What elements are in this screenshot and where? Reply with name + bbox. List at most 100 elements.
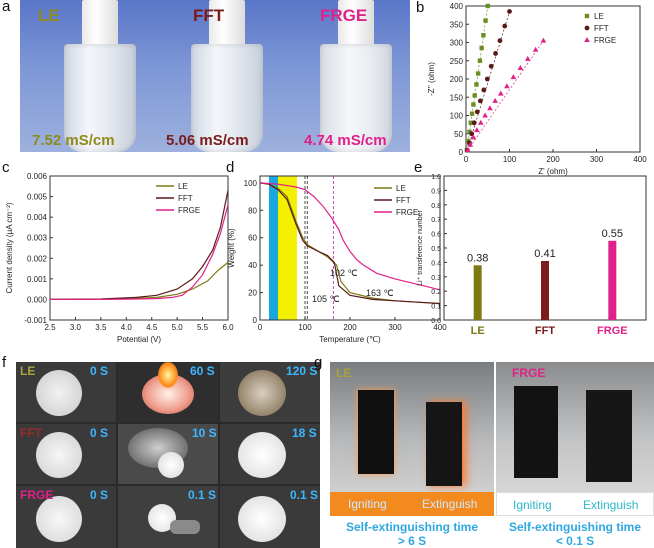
data-point [482,112,488,118]
vial-cap [82,0,118,48]
y-tick-label: 0.9 [431,188,441,195]
data-point [497,38,503,44]
y-tick-label: 0.003 [27,234,48,243]
fit-line [467,40,544,151]
flame-icon [158,362,178,388]
category-label: FRGE [597,325,628,337]
legend-label: FFT [178,194,193,203]
sample-strip [586,390,632,482]
annotation: 105 ℃ [312,294,340,304]
data-point [474,82,479,87]
series-line [259,182,441,291]
sample-name: FRGE [20,488,54,502]
panel-f-letter: f [2,354,7,371]
y-tick-label: 0.1 [431,304,441,311]
photo-cell: 60 S [118,362,218,422]
panel-letter-e: e [414,160,422,176]
data-point [517,65,524,71]
y-tick-label: 40 [248,261,257,270]
legend-label: FFT [594,24,609,33]
extinguish-label: Extinguish [583,498,639,512]
vial-label-frge: FRGE [320,6,368,25]
y-tick-label: 50 [454,130,463,139]
bar [608,240,617,320]
caption-line: < 0.1 S [555,534,595,548]
data-point [484,76,490,82]
nyquist-chart: b 0 100 200 300 400 0 50 100 150 200 250 300 350 400 Z'… [416,0,647,176]
data-point [468,120,473,125]
x-tick-label: 0 [258,323,263,332]
y-tick-label: 100 [244,179,258,188]
data-point [540,37,547,43]
series-line [259,182,441,305]
data-point [467,141,474,147]
series-line [50,204,229,300]
x-tick-label: 5.0 [172,323,184,332]
y-tick-label: 60 [248,234,257,243]
transference-chart: e 0.0 0.1 0.2 0.3 0.4 0.5 0.6 0.7 0.8 0.9 1.0 Li⁺ tr… [414,160,647,337]
y-tick-label: 200 [450,75,464,84]
conductivity-frge: 4.74 mS/cm [304,132,387,149]
y-tick-label: 400 [450,2,464,11]
series-line [49,190,229,300]
caption-frge: Self-extinguishing time < 0.1 S [496,520,654,548]
y-tick-label: 0.001 [27,275,48,284]
data-point [498,90,504,96]
time-label: 0 S [90,426,109,440]
x-tick-label: 200 [343,323,357,332]
x-tick-label: 400 [433,323,447,332]
data-point [493,51,498,56]
bar-value-label: 0.41 [534,248,555,260]
panel-g: LE Igniting Extinguish FRGE Igniting Ext… [330,362,654,548]
fit-line [466,5,489,151]
igniting-label: Igniting [513,498,552,512]
legend-label: FRGE [178,206,200,215]
panel-letter-b: b [416,0,424,16]
photo-cell: 0.1 S [118,486,218,548]
x-tick-label: 6.0 [222,323,234,332]
legend-label: FRGE [396,208,418,217]
sample-strip [426,402,462,486]
sample-strip [358,390,394,474]
vial-frge [320,44,392,152]
y-tick-label: 0.004 [27,213,48,222]
legend-marker [584,37,590,42]
time-label: 0 S [90,488,109,502]
bar [473,265,482,320]
tweezers [170,520,200,534]
disk [238,370,286,416]
lsv-chart: c 2.5 3.0 3.5 4.0 4.5 5.0 5.5 6.0 -0.001 0.000 0.00… [2,160,234,344]
photo-cell: FFT 0 S [16,424,116,484]
vial-cap [338,0,374,48]
photo-cell: LE 0 S [16,362,116,422]
sample-name: FFT [20,426,42,440]
data-point [474,127,480,133]
panel-a-photo: LE FFT FRGE 7.52 mS/cm 5.06 mS/cm 4.74 m… [20,0,410,152]
disk [36,496,82,542]
label-bar-le: Igniting Extinguish [330,492,494,516]
y-tick-label: 0.2 [431,289,441,296]
y-tick-label: 80 [248,206,257,215]
sample-name: LE [336,366,352,380]
data-point [472,93,477,98]
y-tick-label: 0.3 [431,275,441,282]
panel-letter-c: c [2,160,10,176]
time-label: 18 S [292,426,317,440]
y-tick-label: 0.5 [431,246,441,253]
plot-frame [49,175,229,321]
sample-name: FRGE [512,366,546,380]
series-line [259,182,441,305]
panel-a-letter: a [2,0,11,15]
y-tick-label: 250 [450,57,464,66]
y-tick-label: 0.000 [27,295,48,304]
x-tick-label: 4.0 [121,323,133,332]
photo-cell: FRGE 0 S [16,486,116,548]
fit-line [466,11,510,151]
y-tick-label: 350 [450,20,464,29]
bar-value-label: 0.55 [602,228,623,240]
legend-label: LE [594,12,604,21]
data-point [479,45,484,51]
data-point [471,102,476,107]
caption-line: > 6 S [397,534,427,548]
data-point [524,55,531,61]
